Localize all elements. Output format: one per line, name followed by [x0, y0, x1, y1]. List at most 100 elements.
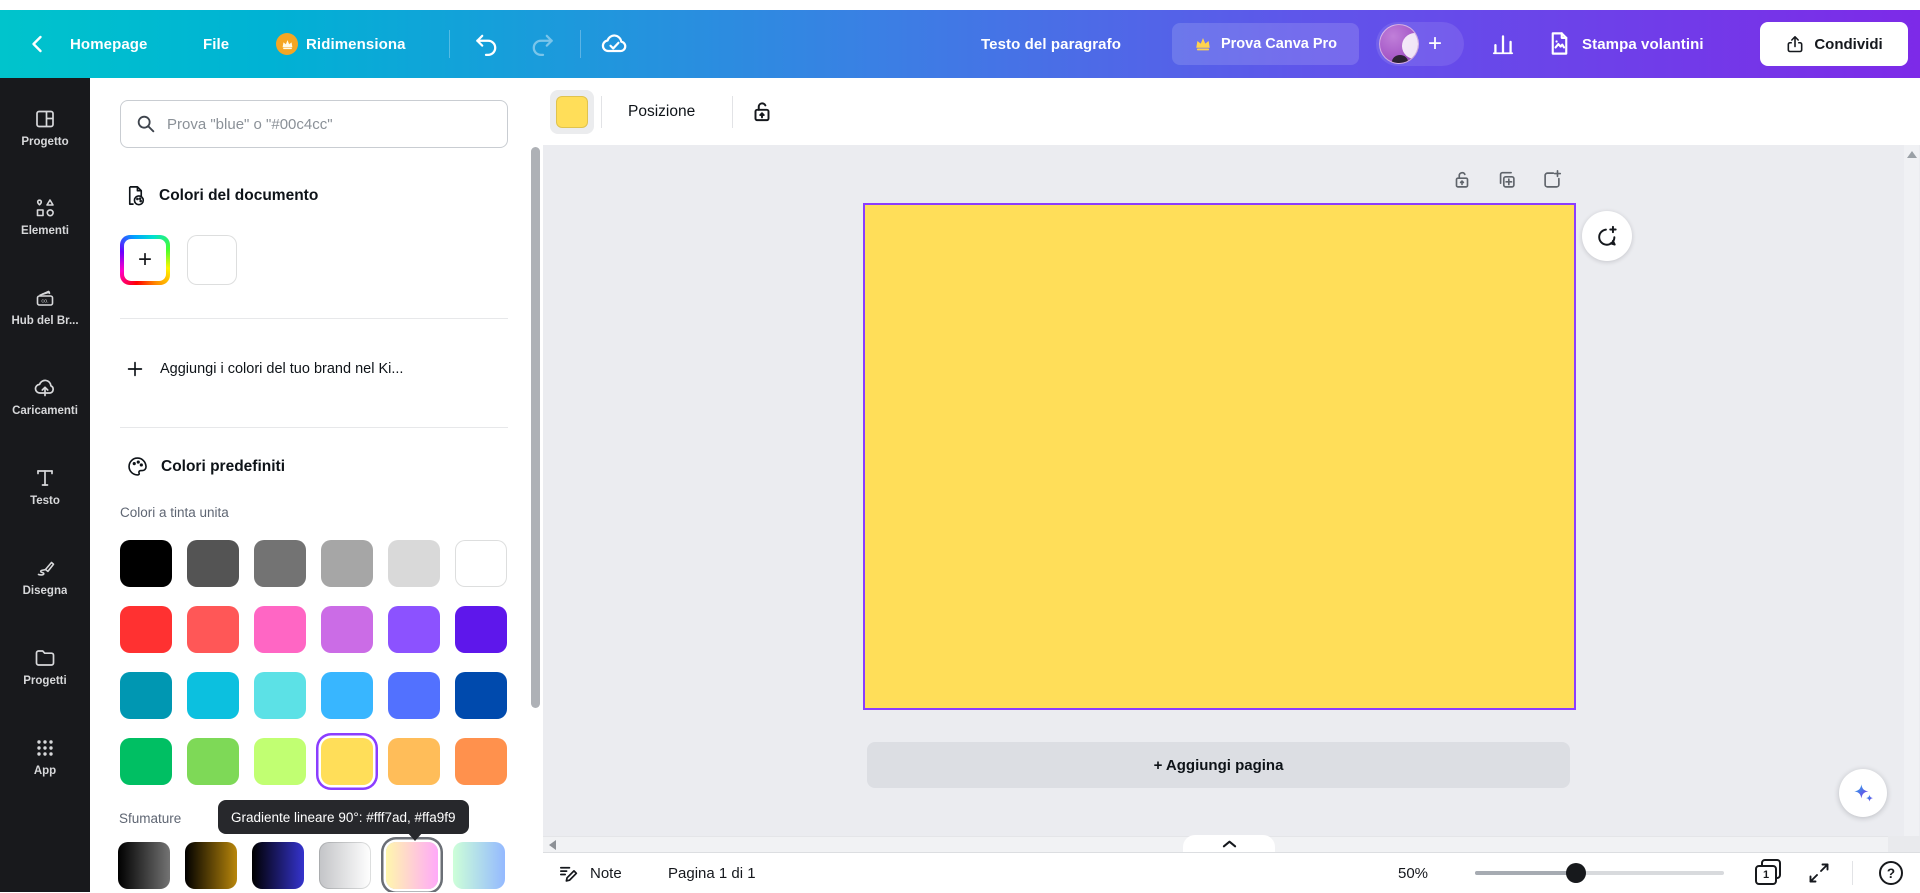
text-icon — [37, 470, 53, 486]
doc-color-white-swatch[interactable] — [187, 235, 237, 285]
document-title[interactable]: Testo del paragrafo — [981, 35, 1121, 53]
insights-icon[interactable] — [1490, 31, 1516, 57]
fill-color-button[interactable] — [550, 90, 594, 134]
color-swatch[interactable] — [252, 842, 304, 889]
color-swatch[interactable] — [187, 738, 239, 785]
notes-button[interactable]: Note — [557, 853, 622, 893]
fill-color-chip — [556, 96, 588, 128]
zoom-level[interactable]: 50% — [1398, 864, 1429, 882]
print-flyer-icon[interactable] — [1546, 30, 1573, 57]
color-swatch[interactable] — [388, 738, 440, 785]
notes-icon — [559, 866, 578, 882]
menu-homepage[interactable]: Homepage — [70, 35, 148, 53]
apps-grid-icon — [37, 740, 53, 756]
color-swatch[interactable] — [120, 738, 172, 785]
page-indicator[interactable]: Pagina 1 di 1 — [668, 864, 756, 882]
crown-icon — [1196, 38, 1210, 51]
sidebar-item-apps[interactable]: App — [0, 736, 90, 798]
color-swatch[interactable] — [388, 606, 440, 653]
color-swatch[interactable] — [321, 672, 373, 719]
avatar[interactable] — [1379, 24, 1419, 64]
color-swatch[interactable] — [120, 672, 172, 719]
top-bar: Homepage File Ridimensiona Testo del par… — [0, 10, 1920, 78]
color-swatch[interactable] — [453, 842, 505, 889]
menu-resize[interactable]: Ridimensiona — [306, 35, 406, 53]
chevron-up-icon — [1222, 840, 1236, 847]
comment-plus-icon — [1598, 225, 1617, 246]
scrollbar-corner — [1888, 836, 1920, 852]
color-swatch[interactable] — [118, 842, 170, 889]
design-page[interactable] — [863, 203, 1576, 710]
color-swatch-selected[interactable] — [321, 738, 373, 785]
search-icon — [137, 115, 155, 133]
zoom-slider-track[interactable] — [1475, 871, 1724, 875]
zoom-slider-knob[interactable] — [1566, 863, 1586, 883]
cloud-saved-icon[interactable] — [600, 30, 628, 58]
divider — [120, 427, 508, 428]
panel-scrollbar[interactable] — [531, 147, 540, 708]
back-chevron-icon[interactable] — [26, 32, 50, 56]
sidebar-item-design[interactable]: Progetto — [0, 107, 90, 169]
color-swatch[interactable] — [455, 540, 507, 587]
scroll-left-arrow-icon[interactable] — [549, 840, 556, 850]
color-swatch[interactable] — [187, 672, 239, 719]
sidebar-item-draw[interactable]: Disegna — [0, 556, 90, 618]
topbar-separator — [580, 30, 581, 58]
pages-overview-button[interactable]: 1 — [1755, 859, 1781, 885]
color-swatch[interactable] — [455, 606, 507, 653]
color-swatch[interactable] — [254, 672, 306, 719]
add-brand-colors-button[interactable]: Aggiungi i colori del tuo brand nel Ki..… — [124, 358, 403, 380]
vertical-scrollbar[interactable] — [1904, 145, 1919, 836]
color-swatch[interactable] — [187, 606, 239, 653]
color-swatch[interactable] — [319, 842, 371, 889]
help-button[interactable]: ? — [1879, 861, 1903, 885]
share-button[interactable]: Condividi — [1760, 22, 1908, 66]
color-swatch[interactable] — [120, 540, 172, 587]
solid-colors-grid — [120, 540, 507, 785]
color-swatch[interactable] — [185, 842, 237, 889]
color-swatch[interactable] — [388, 672, 440, 719]
scroll-up-arrow-icon[interactable] — [1907, 151, 1917, 158]
magic-assistant-button[interactable] — [1839, 769, 1887, 817]
statusbar-separator — [1852, 861, 1853, 885]
undo-icon[interactable] — [473, 31, 499, 57]
color-swatch[interactable] — [321, 540, 373, 587]
document-colors-heading: Colori del documento — [124, 184, 318, 207]
color-swatch[interactable] — [455, 672, 507, 719]
expand-icon — [1809, 863, 1829, 883]
color-swatch[interactable] — [388, 540, 440, 587]
try-canva-pro-button[interactable]: Prova Canva Pro — [1172, 23, 1359, 65]
position-button[interactable]: Posizione — [628, 102, 696, 120]
color-swatch[interactable] — [254, 738, 306, 785]
color-search-input[interactable]: Prova "blue" o "#00c4cc" — [120, 100, 508, 148]
color-swatch[interactable] — [120, 606, 172, 653]
sidebar-item-uploads[interactable]: Caricamenti — [0, 376, 90, 438]
color-swatch[interactable] — [455, 738, 507, 785]
divider — [120, 318, 508, 319]
fullscreen-button[interactable] — [1807, 861, 1831, 885]
redo-icon[interactable] — [530, 31, 556, 57]
sidebar-item-brand-hub[interactable]: co. Hub del Br... — [0, 286, 90, 348]
gradient-swatch-selected[interactable] — [386, 842, 438, 889]
brand-hub-icon: co. — [36, 290, 54, 306]
print-flyers-button[interactable]: Stampa volantini — [1582, 35, 1704, 53]
lock-icon[interactable] — [749, 99, 775, 125]
color-swatch[interactable] — [254, 606, 306, 653]
sidebar-item-text[interactable]: Testo — [0, 466, 90, 528]
color-swatch[interactable] — [321, 606, 373, 653]
add-color-button[interactable]: + — [120, 235, 170, 285]
duplicate-page-icon[interactable] — [1496, 169, 1518, 191]
sidebar-item-projects[interactable]: Progetti — [0, 646, 90, 708]
add-page-icon[interactable] — [1541, 169, 1563, 191]
sidebar-item-elements[interactable]: Elementi — [0, 196, 90, 258]
color-swatch[interactable] — [254, 540, 306, 587]
add-page-button[interactable]: + Aggiungi pagina — [867, 742, 1570, 788]
menu-file[interactable]: File — [203, 35, 230, 53]
page-actions — [1451, 169, 1563, 191]
unlock-page-icon[interactable] — [1451, 169, 1473, 191]
elements-icon — [36, 199, 54, 217]
add-member-icon[interactable]: + — [1428, 30, 1443, 57]
collapse-panel-tab[interactable] — [1183, 835, 1275, 852]
color-swatch[interactable] — [187, 540, 239, 587]
comment-button[interactable] — [1582, 211, 1632, 261]
